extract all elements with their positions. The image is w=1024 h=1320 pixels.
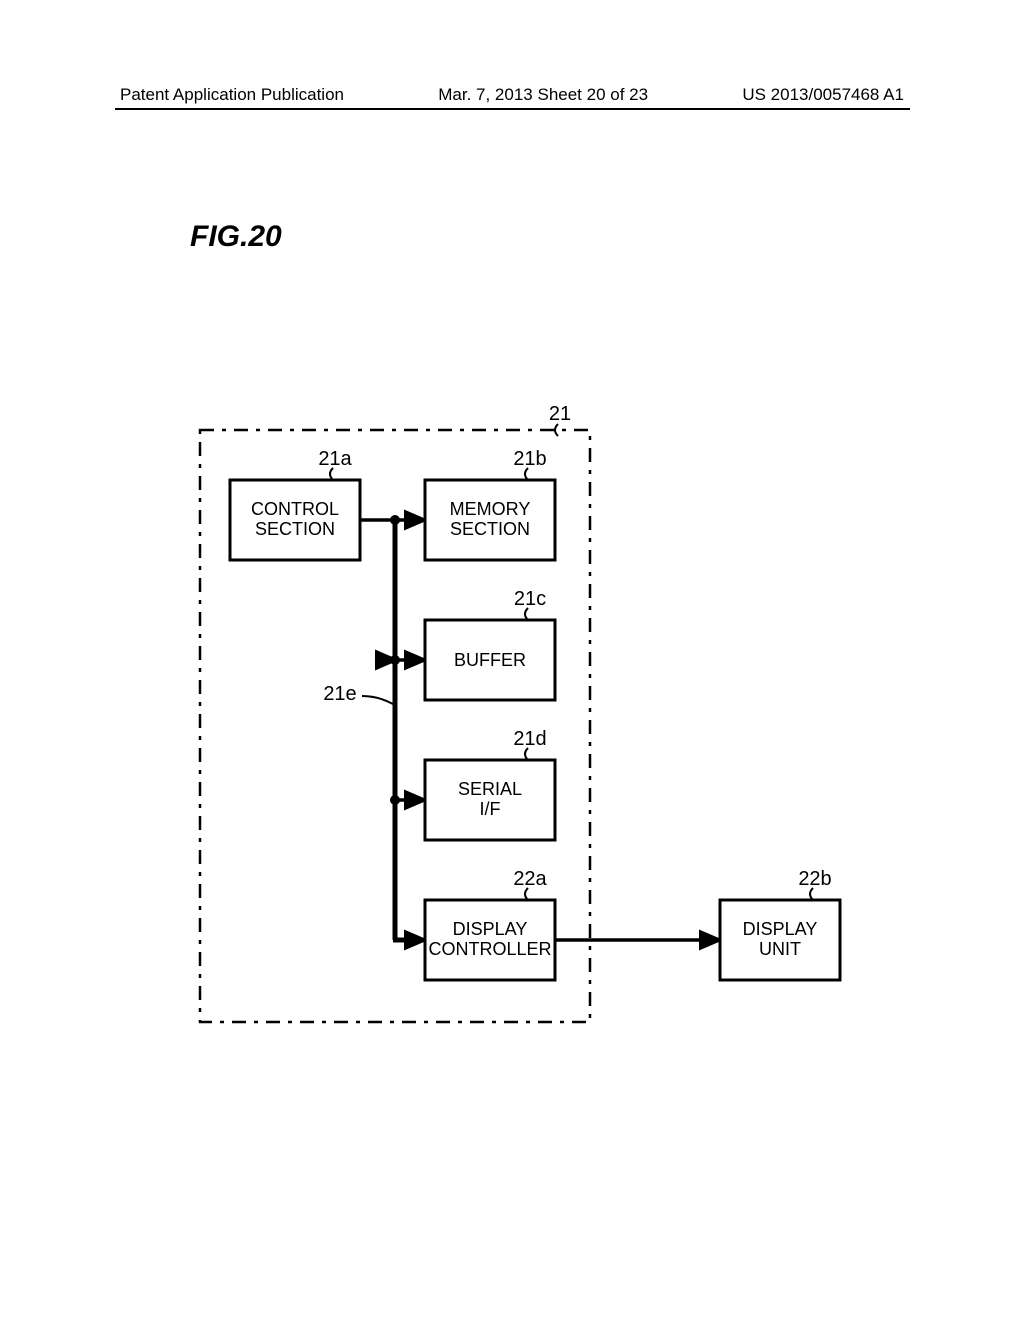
ref-bus: 21e: [323, 683, 356, 705]
header-left: Patent Application Publication: [120, 85, 344, 105]
leader-serial: [525, 748, 528, 760]
leader-control: [330, 468, 333, 480]
ref-serial: 21d: [513, 728, 546, 750]
label-buffer-1: BUFFER: [454, 650, 526, 670]
label-control-2: SECTION: [255, 519, 335, 539]
label-dispctrl-2: CONTROLLER: [428, 939, 551, 959]
figure-title: FIG.20: [190, 220, 282, 254]
label-memory-1: MEMORY: [450, 499, 531, 519]
leader-boundary: [555, 424, 558, 436]
page-header: Patent Application Publication Mar. 7, 2…: [0, 85, 1024, 105]
leader-buffer: [525, 608, 528, 620]
ref-control: 21a: [318, 448, 352, 470]
label-dispunit-1: DISPLAY: [743, 919, 818, 939]
ref-memory: 21b: [513, 448, 546, 470]
ref-boundary: 21: [549, 403, 571, 425]
block-diagram: 21 21e CONTROL SECTION 21a MEMORY SECTIO…: [180, 400, 900, 1050]
header-rule: [115, 108, 910, 110]
bus-node-top: [390, 515, 400, 525]
leader-bus: [362, 696, 393, 704]
ref-buffer: 21c: [514, 588, 546, 610]
ref-dispctrl: 22a: [513, 868, 547, 890]
label-dispctrl-1: DISPLAY: [453, 919, 528, 939]
header-right: US 2013/0057468 A1: [742, 85, 904, 105]
header-center: Mar. 7, 2013 Sheet 20 of 23: [438, 85, 648, 105]
leader-memory: [525, 468, 528, 480]
label-serial-2: I/F: [480, 799, 501, 819]
bus-node-serial: [390, 795, 400, 805]
leader-dispctrl: [525, 888, 528, 900]
label-dispunit-2: UNIT: [759, 939, 801, 959]
label-control-1: CONTROL: [251, 499, 339, 519]
bus-node-buffer: [390, 655, 400, 665]
label-serial-1: SERIAL: [458, 779, 522, 799]
label-memory-2: SECTION: [450, 519, 530, 539]
ref-dispunit: 22b: [798, 868, 831, 890]
leader-dispunit: [810, 888, 813, 900]
